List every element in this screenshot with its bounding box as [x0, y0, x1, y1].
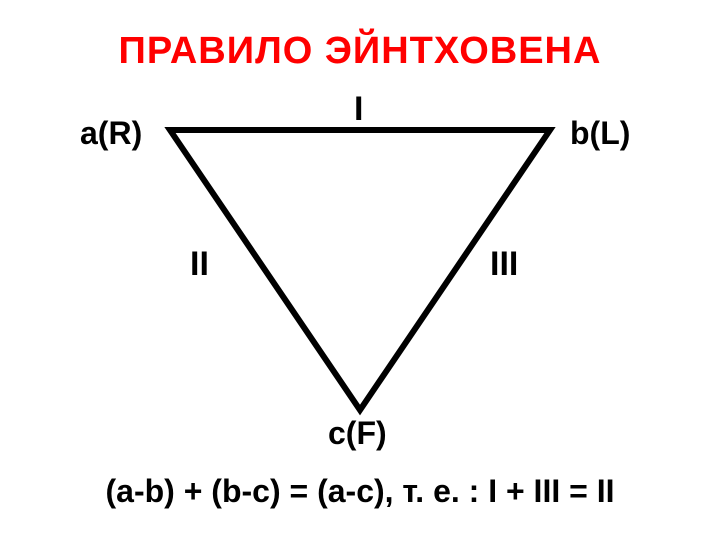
lead-label-III: III [490, 245, 518, 284]
lead-label-I: I [354, 90, 363, 129]
triangle-diagram [0, 0, 720, 540]
vertex-label-cF: c(F) [328, 415, 387, 452]
vertex-label-bL: b(L) [570, 115, 630, 152]
vertex-label-aR: a(R) [80, 115, 142, 152]
lead-label-II: II [190, 245, 209, 284]
einthoven-formula: (a-b) + (b-c) = (a-c), т. е. : I + III =… [0, 473, 720, 510]
slide: ПРАВИЛО ЭЙНТХОВЕНА a(R) b(L) c(F) I II I… [0, 0, 720, 540]
